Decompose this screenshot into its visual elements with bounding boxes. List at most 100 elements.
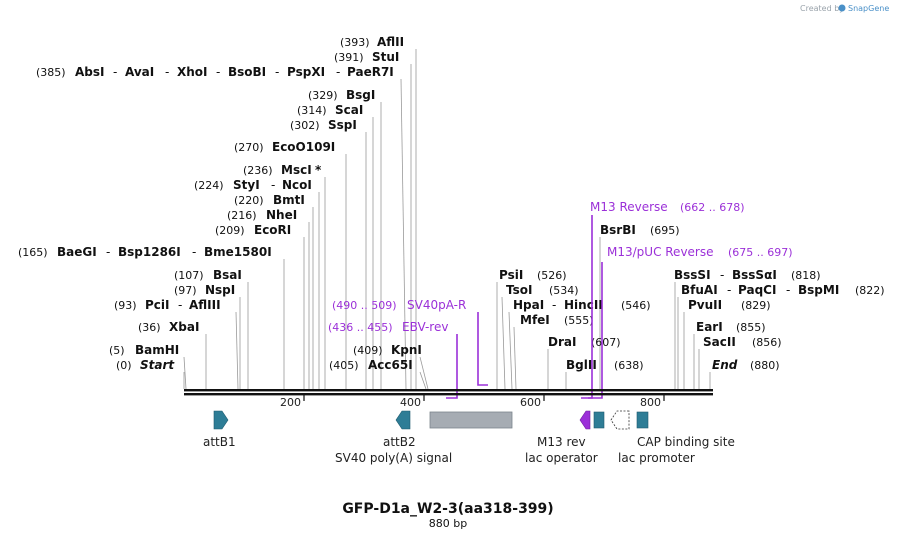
enzyme-tsoi: TsoI (534) (506, 283, 579, 297)
enzyme-aflii: (393) AflII (340, 35, 404, 49)
enzyme-name: PaeR7I (347, 65, 394, 79)
enzyme-name: PvuII (688, 298, 722, 312)
methylation-marker: * (315, 163, 322, 177)
enzyme-name: PaqCI (738, 283, 776, 297)
enzyme-position: (391) (334, 51, 364, 64)
enzyme-position: (546) (621, 299, 651, 312)
enzyme-name: AflIII (189, 298, 221, 312)
primer-sv40pa-r: (490 .. 509) SV40pA-R (332, 298, 488, 386)
enzyme-ecoo109i: (270) EcoO109I (234, 140, 335, 154)
enzyme-name: BssSI (674, 268, 711, 282)
enzyme-separator: - (786, 283, 790, 297)
enzyme-name: Acc65I (368, 358, 413, 372)
enzyme-eari: EarI (855) (696, 320, 766, 334)
enzyme-name: StyI (233, 178, 260, 192)
enzyme-xbai: (36) XbaI (138, 320, 199, 334)
enzyme-position: (405) (329, 359, 359, 372)
enzyme-name: AflII (377, 35, 404, 49)
enzyme-name: AvaI (125, 65, 154, 79)
enzyme-leader-lines (183, 49, 711, 390)
backbone-bottom-strand (184, 393, 713, 396)
enzyme-hpai-group: HpaI - HincII (546) (513, 298, 651, 312)
enzyme-baegi-group: (165) BaeGI - Bsp1286I - Bme1580I (18, 245, 272, 259)
enzyme-bsssi-group: BssSI - BssSαI (818) (674, 268, 821, 282)
enzyme-name: BglII (566, 358, 597, 372)
primer-sv40pa-r-arrow (477, 312, 488, 386)
enzyme-name: BamHI (135, 343, 179, 357)
backbone-top-strand (184, 389, 713, 392)
enzyme-separator: - (720, 268, 724, 282)
attb2-feature-arrow (395, 410, 411, 430)
tick-label: 800 (640, 396, 661, 409)
enzyme-position: (818) (791, 269, 821, 282)
enzyme-position: (385) (36, 66, 66, 79)
attb1-feature-arrow (213, 410, 229, 430)
enzyme-separator: - (275, 65, 279, 79)
enzyme-name: BsgI (346, 88, 375, 102)
enzyme-name: PspXI (287, 65, 325, 79)
enzyme-name: BsoBI (228, 65, 266, 79)
enzyme-name: PsiI (499, 268, 523, 282)
primer-range: (490 .. 509) (332, 299, 397, 312)
enzyme-position: (526) (537, 269, 567, 282)
enzyme-name: KpnI (391, 343, 422, 357)
enzyme-separator: - (727, 283, 731, 297)
enzyme-separator: - (165, 65, 169, 79)
primer-name: SV40pA-R (407, 298, 466, 312)
enzyme-name: MfeI (520, 313, 550, 327)
snapgene-branding: Created by SnapGene (800, 4, 889, 13)
enzyme-position: (822) (855, 284, 885, 297)
enzyme-name: BaeGI (57, 245, 97, 259)
primers: M13 Reverse (662 .. 678) M13/pUC Reverse… (328, 200, 793, 399)
enzyme-bsgi: (329) BsgI (308, 88, 375, 102)
enzyme-position: (393) (340, 36, 370, 49)
enzyme-end: End (880) (712, 358, 780, 372)
enzyme-name: BmtI (273, 193, 305, 207)
primer-ebv-rev: (436 .. 455) EBV-rev (328, 320, 458, 399)
enzyme-name: BfuAI (681, 283, 718, 297)
enzyme-acc65i: (405) Acc65I (329, 358, 413, 372)
primer-ebv-rev-arrow (446, 334, 458, 399)
enzyme-separator: - (552, 298, 556, 312)
enzyme-name: StuI (372, 50, 399, 64)
primer-range: (675 .. 697) (728, 246, 793, 259)
enzyme-name: BsrBI (600, 223, 636, 237)
enzyme-separator: - (216, 65, 220, 79)
enzyme-name: HpaI (513, 298, 544, 312)
enzyme-name: MscI (281, 163, 312, 177)
enzyme-scai: (314) ScaI (297, 103, 363, 117)
enzyme-position: (224) (194, 179, 224, 192)
enzyme-position: (409) (353, 344, 383, 357)
enzyme-position: (534) (549, 284, 579, 297)
enzyme-start: (0) Start (116, 358, 175, 372)
scale-ticks: 200 400 600 800 (280, 395, 665, 409)
enzyme-name: SacII (703, 335, 736, 349)
enzyme-name: DraI (548, 335, 576, 349)
sv40-polya-feature-box (429, 411, 513, 429)
enzyme-position: (314) (297, 104, 327, 117)
primer-range: (436 .. 455) (328, 321, 393, 334)
snapgene-logo-icon (838, 4, 846, 12)
enzyme-position: (220) (234, 194, 264, 207)
enzyme-position: (638) (614, 359, 644, 372)
enzyme-name: BssSαI (732, 268, 777, 282)
enzyme-position: (107) (174, 269, 204, 282)
enzyme-position: (855) (736, 321, 766, 334)
enzyme-name: Start (140, 358, 175, 372)
primer-name: M13/pUC Reverse (607, 245, 714, 259)
tick-label: 400 (400, 396, 421, 409)
enzyme-mfei: MfeI (555) (520, 313, 594, 327)
enzyme-position: (209) (215, 224, 245, 237)
enzyme-nhei: (216) NheI (227, 208, 297, 222)
enzyme-bglii: BglII (638) (566, 358, 644, 372)
branding-app: SnapGene (848, 4, 889, 13)
enzyme-name: EcoO109I (272, 140, 335, 154)
enzyme-name: TsoI (506, 283, 532, 297)
enzyme-name: EcoRI (254, 223, 291, 237)
enzyme-msci: (236) MscI * (243, 163, 322, 177)
tick-label: 600 (520, 396, 541, 409)
enzyme-labels-left: (393) AflII (391) StuI (385) AbsI - AvaI… (18, 35, 422, 372)
enzyme-name: SspI (328, 118, 357, 132)
feature-label-cap-binding-site: CAP binding site (637, 435, 735, 449)
